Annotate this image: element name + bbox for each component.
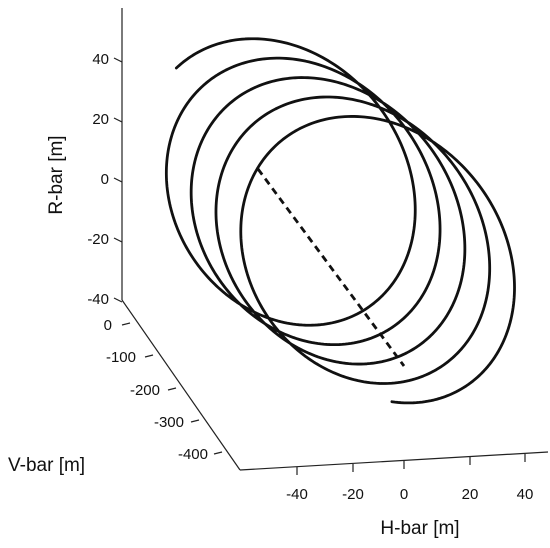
v-tick-mark-neg400 <box>213 451 223 455</box>
v-tick-label-0: 0 <box>104 317 112 334</box>
r-tick-label-neg40: -40 <box>87 291 109 308</box>
r-tick-label-neg20: -20 <box>87 231 109 248</box>
h-axis-title: H-bar [m] <box>380 518 459 539</box>
v-tick-mark-neg200 <box>167 387 177 391</box>
v-tick-mark-neg100 <box>144 354 154 358</box>
helix-trajectory-line <box>164 37 516 405</box>
h-axis-ticks: -40 -20 0 20 40 <box>286 454 533 503</box>
v-tick-label-neg400: -400 <box>178 446 208 463</box>
r-tick-label-40: 40 <box>92 51 109 68</box>
r-tick-mark-neg20 <box>113 237 123 243</box>
v-axis-line <box>121 299 241 471</box>
v-tick-mark-neg300 <box>190 419 200 423</box>
v-axis-ticks: 0 -100 -200 -300 -400 <box>104 317 223 463</box>
r-tick-label-20: 20 <box>92 111 109 128</box>
r-tick-mark-neg40 <box>113 297 123 303</box>
h-tick-label-0: 0 <box>400 486 408 503</box>
h-tick-label-40: 40 <box>517 486 534 503</box>
v-tick-label-neg300: -300 <box>154 414 184 431</box>
r-tick-mark-40 <box>113 57 123 63</box>
r-tick-mark-0 <box>113 177 123 183</box>
v-tick-label-neg200: -200 <box>130 382 160 399</box>
v-axis-title: V-bar [m] <box>8 455 85 476</box>
r-tick-mark-20 <box>113 117 123 123</box>
h-tick-label-neg40: -40 <box>286 486 308 503</box>
h-tick-label-20: 20 <box>462 486 479 503</box>
h-tick-label-neg20: -20 <box>342 486 364 503</box>
r-axis-ticks: 40 20 0 -20 -40 <box>87 51 123 308</box>
v-tick-mark-0 <box>121 322 131 326</box>
r-axis-title: R-bar [m] <box>46 135 67 214</box>
dashed-reference-line <box>256 168 406 367</box>
h-axis-line <box>239 451 549 471</box>
r-tick-label-0: 0 <box>101 171 109 188</box>
v-tick-label-neg100: -100 <box>106 349 136 366</box>
